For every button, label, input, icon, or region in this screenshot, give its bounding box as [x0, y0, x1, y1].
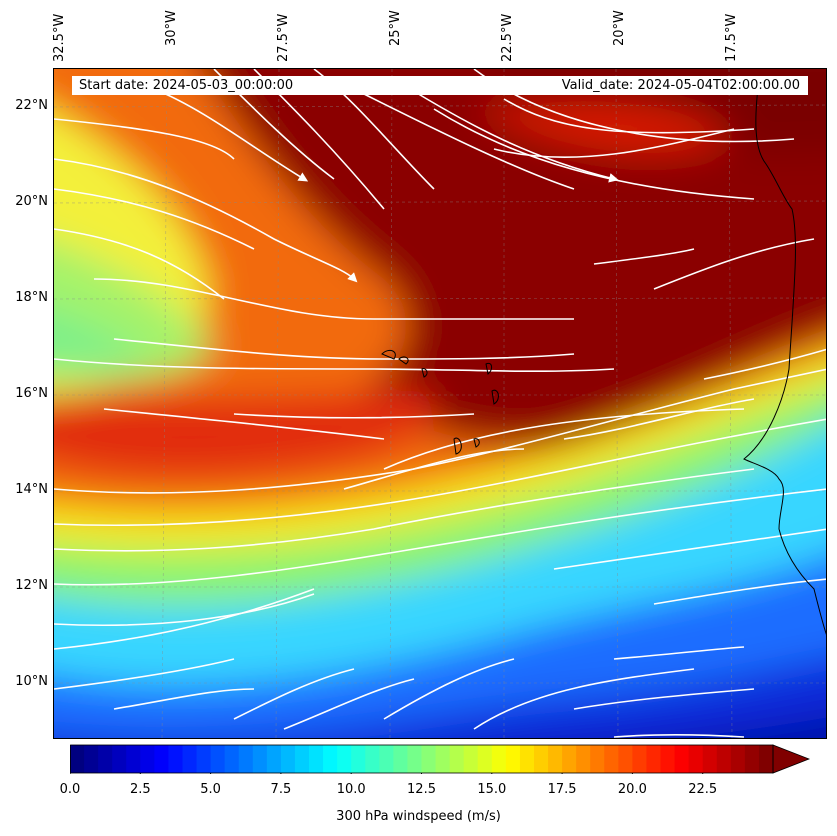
colorbar-segment [365, 745, 380, 773]
windspeed-field [54, 69, 826, 738]
colorbar-segment [730, 745, 746, 773]
colorbar-tick-label: 5.0 [200, 782, 221, 797]
colorbar-tick-label: 10.0 [336, 782, 366, 797]
colorbar-tick-label: 17.5 [547, 782, 577, 797]
colorbar-segment [84, 745, 99, 773]
map-panel [53, 68, 827, 739]
colorbar-segment [548, 745, 563, 773]
colorbar-segment [604, 745, 619, 773]
colorbar-segment [393, 745, 409, 773]
colorbar-segment [562, 745, 577, 773]
colorbar-segment [351, 745, 366, 773]
colorbar-segment [238, 745, 254, 773]
colorbar-tick-label: 12.5 [407, 782, 436, 797]
colorbar-segment [646, 745, 662, 773]
colorbar-tick-label: 22.5 [688, 782, 718, 797]
colorbar-segment [266, 745, 282, 773]
colorbar-segment [421, 745, 437, 773]
lat-label: 20°N [15, 194, 48, 209]
colorbar-segment [309, 745, 324, 773]
colorbar-label: 300 hPa windspeed (m/s) [336, 809, 501, 824]
colorbar-segment [210, 745, 226, 773]
colorbar-segment [407, 745, 423, 773]
colorbar-segment [379, 745, 394, 773]
colorbar-segment [252, 745, 268, 773]
start-date: Start date: 2024-05-03_00:00:00 [79, 78, 294, 93]
lon-label: 20°W [612, 10, 627, 46]
colorbar-segment [280, 745, 296, 773]
colorbar-segment [744, 745, 760, 773]
lon-label: 30°W [164, 10, 179, 46]
colorbar-segment [688, 745, 704, 773]
colorbar-segment [196, 745, 212, 773]
colorbar-segment [533, 745, 549, 773]
colorbar-segment [674, 745, 690, 773]
colorbar-segment [463, 745, 479, 773]
colorbar-segment [154, 745, 170, 773]
lon-label: 27.5°W [276, 13, 291, 62]
colorbar-segment [224, 745, 240, 773]
valid-date: Valid_date: 2024-05-04T02:00:00.00 [561, 78, 800, 93]
colorbar-segment [70, 745, 85, 773]
colorbar-tick-label: 7.5 [270, 782, 292, 797]
colorbar-segment [618, 745, 633, 773]
colorbar-segment [337, 745, 352, 773]
lat-label: 22°N [15, 98, 48, 113]
colorbar-segment [491, 745, 507, 773]
streamlines [54, 69, 826, 738]
colorbar-segment [140, 745, 155, 773]
colorbar-segment [112, 745, 127, 773]
colorbar-tick-label: 2.5 [129, 782, 151, 797]
lat-label: 18°N [15, 290, 48, 305]
colorbar-segment [168, 745, 184, 773]
lon-label: 22.5°W [500, 13, 515, 62]
colorbar-segment [98, 745, 113, 773]
colorbar-segment [435, 745, 451, 773]
lat-label: 12°N [15, 578, 48, 593]
colorbar-segment [126, 745, 141, 773]
colorbar-segment [294, 745, 310, 773]
lat-label: 14°N [15, 482, 48, 497]
colorbar-segment [716, 745, 732, 773]
colorbar-segment [576, 745, 591, 773]
colorbar-segment [477, 745, 493, 773]
colorbar-segment [702, 745, 718, 773]
contour-field [54, 69, 826, 738]
colorbar-extend-arrow [772, 744, 810, 774]
colorbar-segment [182, 745, 198, 773]
date-header: Start date: 2024-05-03_00:00:00 Valid_da… [72, 76, 808, 95]
lon-label: 17.5°W [724, 13, 739, 62]
colorbar-tick-label: 0.0 [59, 782, 81, 797]
coastlines [381, 78, 826, 636]
graticule [54, 69, 826, 738]
colorbar-segment [519, 745, 535, 773]
colorbar-segment [449, 745, 465, 773]
colorbar-segment [505, 745, 521, 773]
colorbar-segment [660, 745, 676, 773]
lat-label: 10°N [15, 674, 48, 689]
lon-label: 25°W [388, 10, 403, 46]
colorbar [70, 744, 810, 774]
lat-label: 16°N [15, 386, 48, 401]
colorbar-tick-label: 20.0 [617, 782, 647, 797]
colorbar-segment [323, 745, 338, 773]
colorbar-segment [758, 745, 774, 773]
lon-label: 32.5°W [52, 13, 67, 62]
colorbar-tick-label: 15.0 [477, 782, 507, 797]
colorbar-segment [590, 745, 605, 773]
colorbar-segment [632, 745, 648, 773]
